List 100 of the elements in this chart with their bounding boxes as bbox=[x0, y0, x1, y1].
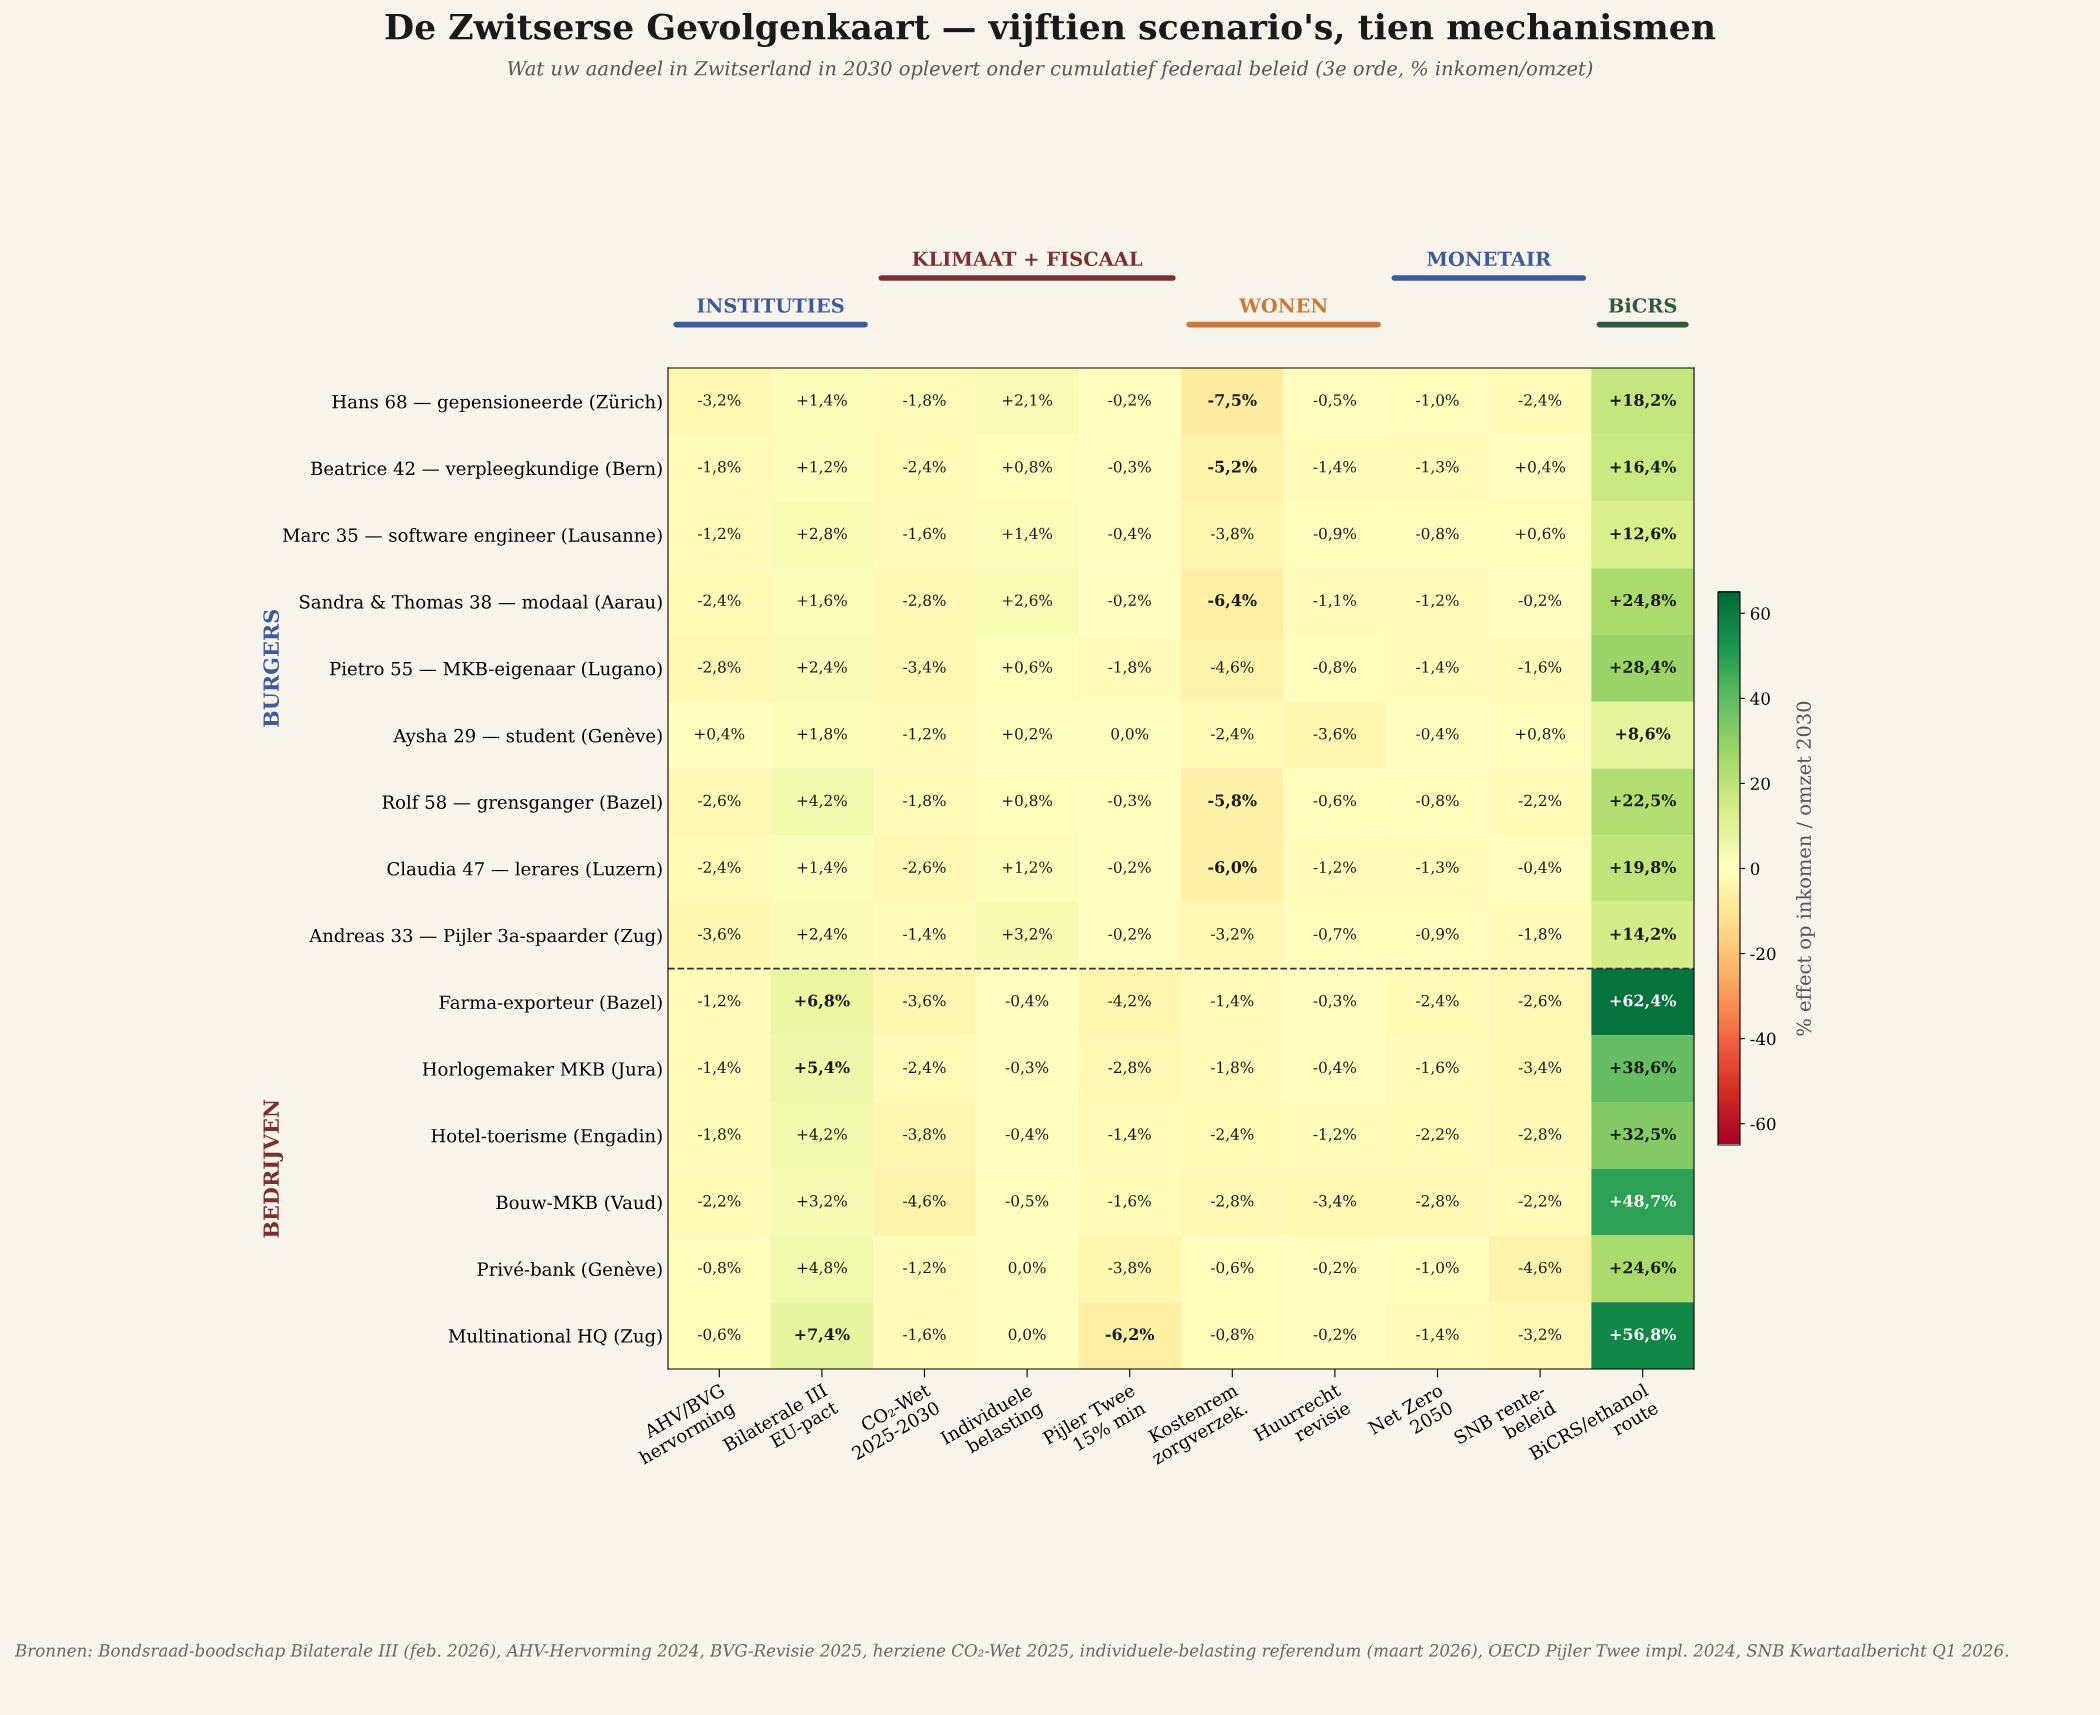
data-label: +0,2% bbox=[1002, 727, 1053, 742]
chart-title: De Zwitserse Gevolgenkaart — vijftien scenario's, tien mechanismen bbox=[385, 12, 1716, 48]
data-label: +24,6% bbox=[1610, 1261, 1677, 1276]
data-label: +0,8% bbox=[1515, 727, 1566, 742]
data-label: 0,0% bbox=[1008, 1328, 1046, 1342]
data-label: -2,4% bbox=[1518, 394, 1562, 408]
data-label: +3,2% bbox=[1002, 928, 1053, 942]
data-label: -0,4% bbox=[1416, 727, 1459, 742]
data-label: -0,5% bbox=[1005, 1195, 1049, 1209]
data-label: +2,6% bbox=[1002, 594, 1053, 608]
data-label: -2,8% bbox=[903, 594, 946, 608]
color-bar-label: 0 bbox=[1750, 862, 1760, 876]
data-label: -0,4% bbox=[1005, 994, 1049, 1009]
data-label: -0,2% bbox=[1313, 1328, 1357, 1342]
data-label: +5,4% bbox=[795, 1061, 850, 1076]
data-label: +2,4% bbox=[797, 928, 847, 942]
color-bar-label: 20 bbox=[1750, 777, 1770, 790]
data-label: -2,6% bbox=[697, 794, 741, 809]
data-label: -0,8% bbox=[1313, 661, 1357, 675]
data-label: +0,8% bbox=[1002, 794, 1053, 809]
text: BURGERS bbox=[263, 609, 280, 727]
data-label: -2,8% bbox=[1108, 1061, 1151, 1075]
data-label: -6,0% bbox=[1208, 861, 1257, 876]
data-label: -2,2% bbox=[1518, 794, 1562, 809]
color-bar-title: % effect op inkomen / omzet 2030 bbox=[1796, 701, 1815, 1036]
data-label: -0,4% bbox=[1518, 861, 1562, 875]
data-label: -4,6% bbox=[1210, 661, 1254, 675]
data-label: -3,4% bbox=[1518, 1061, 1562, 1075]
text: BiCRS bbox=[1608, 297, 1677, 313]
data-label: -1,3% bbox=[1416, 861, 1459, 875]
data-label: -2,6% bbox=[903, 861, 946, 875]
data-label: -3,4% bbox=[1313, 1195, 1357, 1209]
data-label: +1,4% bbox=[1002, 527, 1053, 542]
data-label: -1,4% bbox=[1210, 994, 1254, 1009]
data-label: -3,8% bbox=[1108, 1261, 1151, 1276]
data-label: -3,8% bbox=[1210, 527, 1254, 542]
data-label: -2,4% bbox=[1416, 994, 1459, 1009]
data-label: +18,2% bbox=[1610, 393, 1677, 409]
data-label: -2,2% bbox=[1518, 1195, 1562, 1209]
text: BEDRIJVEN bbox=[263, 1099, 284, 1238]
data-label: -2,6% bbox=[1518, 994, 1562, 1009]
data-label: -6,2% bbox=[1105, 1328, 1155, 1343]
data-label: +1,8% bbox=[797, 727, 847, 742]
data-label: -0,2% bbox=[1313, 1261, 1357, 1276]
data-label: -0,4% bbox=[1108, 527, 1151, 542]
data-label: -1,8% bbox=[903, 394, 946, 408]
y-tick-label: Andreas 33 — Pijler 3a-spaarder (Zug) bbox=[309, 928, 662, 947]
data-label: +1,2% bbox=[1002, 861, 1053, 875]
data-label: -1,8% bbox=[1108, 661, 1151, 675]
data-label: +2,4% bbox=[797, 661, 847, 675]
data-label: +19,8% bbox=[1610, 861, 1677, 876]
color-bar-label: -40 bbox=[1750, 1032, 1776, 1046]
data-label: -1,6% bbox=[1108, 1195, 1151, 1209]
color-bar-label: -20 bbox=[1750, 947, 1776, 961]
y-tick-label: Hans 68 — gepensioneerde (Zürich) bbox=[332, 394, 662, 413]
data-label: -0,8% bbox=[1416, 527, 1459, 542]
data-label: -1,8% bbox=[697, 1128, 741, 1142]
data-label: -1,0% bbox=[1416, 394, 1459, 408]
data-label: 0,0% bbox=[1008, 1261, 1046, 1276]
data-label: -1,4% bbox=[1416, 1328, 1459, 1342]
data-label: -2,8% bbox=[697, 661, 741, 675]
data-label: -3,8% bbox=[903, 1128, 946, 1142]
data-label: -0,9% bbox=[1416, 928, 1459, 942]
data-label: +48,7% bbox=[1610, 1194, 1677, 1210]
data-label: -1,2% bbox=[903, 727, 946, 742]
data-label: -1,8% bbox=[1518, 928, 1562, 942]
y-tick-label: Farma-exporteur (Bazel) bbox=[439, 995, 662, 1013]
data-label: +16,4% bbox=[1610, 460, 1677, 476]
y-tick-label: Horlogemaker MKB (Jura) bbox=[422, 1061, 662, 1080]
data-label: -3,2% bbox=[697, 394, 741, 408]
data-label: -1,1% bbox=[1313, 594, 1357, 608]
data-label: -3,6% bbox=[1313, 727, 1357, 742]
data-label: -2,8% bbox=[1416, 1195, 1459, 1209]
data-label: -1,6% bbox=[1416, 1061, 1459, 1075]
data-label: -0,6% bbox=[697, 1328, 741, 1342]
data-label: -1,6% bbox=[903, 527, 946, 542]
data-label: +0,6% bbox=[1515, 527, 1566, 542]
data-label: -0,4% bbox=[1313, 1061, 1357, 1075]
data-label: -2,4% bbox=[1210, 727, 1254, 742]
data-label: +3,2% bbox=[797, 1195, 847, 1209]
data-label: -3,6% bbox=[697, 928, 741, 942]
text: Bronnen: Bondsraad-boodschap Bilaterale III (feb. 2026), AHV-Hervorming 2024, BVG-Revisie 2025, herziene CO₂-Wet 2025, individuele-belasting referendum (maart 2026), OECD Pijler Twee impl. 2024, SNB Kwartaalbericht Q1 2026. bbox=[14, 1643, 2008, 1661]
data-label: +7,4% bbox=[795, 1328, 850, 1343]
data-label: +4,8% bbox=[797, 1261, 847, 1276]
data-label: -0,6% bbox=[1210, 1261, 1254, 1276]
data-label: -4,6% bbox=[1518, 1261, 1562, 1276]
data-label: -0,9% bbox=[1313, 527, 1357, 542]
y-tick-label: Sandra & Thomas 38 — modaal (Aarau) bbox=[299, 594, 662, 612]
data-label: -0,8% bbox=[1210, 1328, 1254, 1342]
y-tick-label: Multinational HQ (Zug) bbox=[448, 1328, 662, 1347]
data-label: +0,4% bbox=[1515, 460, 1566, 475]
data-label: -0,2% bbox=[1108, 394, 1151, 408]
y-tick-label: Rolf 58 — grensganger (Bazel) bbox=[382, 794, 662, 813]
data-label: +1,6% bbox=[797, 594, 847, 608]
data-label: +6,8% bbox=[795, 994, 850, 1010]
data-label: +0,8% bbox=[1002, 460, 1053, 475]
data-label: -0,2% bbox=[1518, 594, 1562, 608]
data-label: -0,2% bbox=[1108, 594, 1151, 608]
data-label: -0,8% bbox=[697, 1261, 741, 1276]
y-tick-label: Bouw-MKB (Vaud) bbox=[496, 1195, 662, 1212]
